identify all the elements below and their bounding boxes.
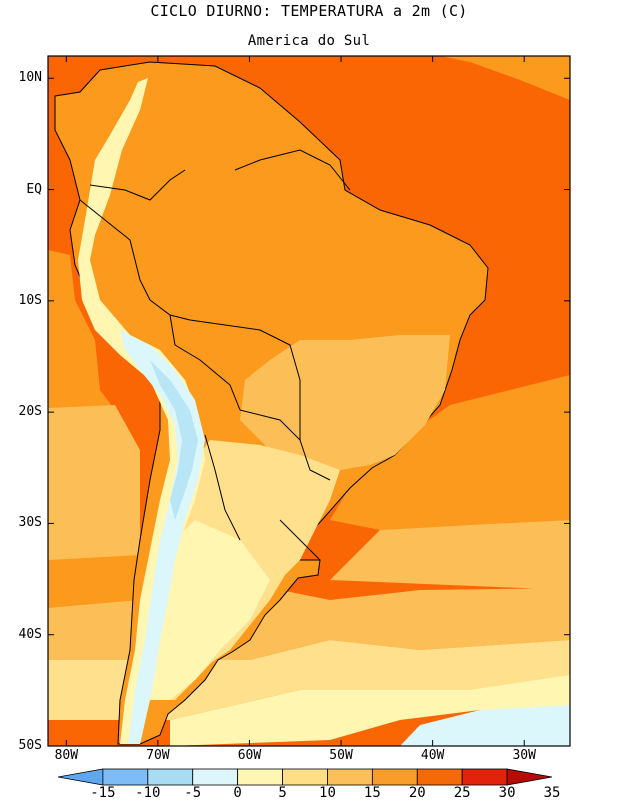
colorbar-label-8: 25 xyxy=(453,785,471,801)
andes-ice-strip xyxy=(150,360,198,520)
map-subtitle: America do Sul xyxy=(247,33,371,49)
colorbar-label-7: 20 xyxy=(408,785,426,801)
colorbar-segment-8 xyxy=(416,768,463,786)
lat-tick-label-20S: 20S xyxy=(18,404,42,420)
colorbar-label-1: -10 xyxy=(135,785,161,801)
map-frame xyxy=(47,55,571,747)
lon-tick-label-70W: 70W xyxy=(146,748,170,763)
latitude-tick-marks xyxy=(48,77,570,747)
ocean-band-warm-ne xyxy=(440,56,570,100)
lon-tick-label-50W: 50W xyxy=(329,748,353,763)
lat-tick-label-50S: 50S xyxy=(18,738,42,753)
lat-tick-label-40S: 40S xyxy=(18,626,42,642)
colorbar-segment-3 xyxy=(192,768,239,786)
colorbar-segment-5 xyxy=(282,768,328,786)
patagonia-region xyxy=(150,520,270,700)
ocean-band-warm-pacific xyxy=(48,250,115,410)
lon-tick-label-60W: 60W xyxy=(237,748,262,763)
colorbar-label-10: 35 xyxy=(543,785,561,801)
lat-tick-label-10N: 10N xyxy=(18,70,42,86)
colorbar-segment-6 xyxy=(327,768,373,786)
amazon-hot-region xyxy=(135,170,470,350)
lat-tick-label-10S: 10S xyxy=(18,292,42,308)
ocean-band-warm-atlantic xyxy=(330,375,570,530)
colorbar xyxy=(57,768,553,786)
colorbar-label-2: -5 xyxy=(184,785,202,801)
colorbar-label-0: -15 xyxy=(90,785,116,801)
ocean-band-coldest xyxy=(400,705,570,746)
colorbar-segment-10 xyxy=(506,768,553,786)
colorbar-label-6: 15 xyxy=(363,785,381,801)
ocean-band-mild-atlantic xyxy=(330,520,570,590)
longitude-tick-marks xyxy=(65,56,525,746)
lon-tick-label-30W: 30W xyxy=(512,748,536,763)
colorbar-segment-9 xyxy=(461,768,508,786)
colorbar-label-3: 0 xyxy=(233,785,242,801)
lat-tick-label-EQ: EQ xyxy=(26,181,42,197)
colorbar-label-5: 10 xyxy=(319,785,336,801)
colorbar-segment-1 xyxy=(102,768,149,786)
colorbar-label-9: 30 xyxy=(498,785,516,801)
lon-tick-label-80W: 80W xyxy=(54,748,79,763)
map-title: CICLO DIURNO: TEMPERATURA a 2m (C) xyxy=(150,2,468,20)
colorbar-label-4: 5 xyxy=(278,785,287,801)
country-borders xyxy=(79,149,351,561)
brazil-plateau-region xyxy=(240,335,450,470)
ocean-band-mild-pacific xyxy=(48,405,140,565)
colorbar-segment-2 xyxy=(147,768,194,786)
colorbar-segment-0 xyxy=(57,768,104,786)
ocean-band-cold-south xyxy=(170,675,570,746)
ocean-band-warm-sw xyxy=(48,555,140,610)
lon-tick-label-40W: 40W xyxy=(420,748,445,763)
colorbar-segment-7 xyxy=(371,768,418,786)
lat-tick-label-30S: 30S xyxy=(18,515,42,531)
colorbar-segment-4 xyxy=(237,768,283,786)
